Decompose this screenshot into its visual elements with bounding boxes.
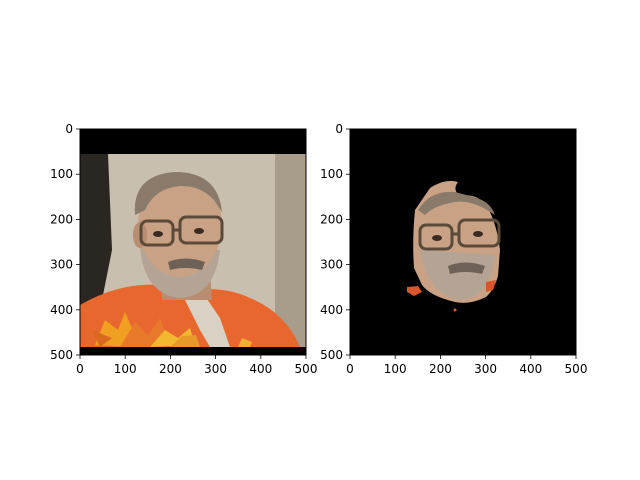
left-x-tick-label: 0 (76, 362, 84, 376)
autumn-leaves-decoration (92, 312, 252, 352)
right-y-tick-label: 300 (320, 258, 343, 272)
left-y-tick-label: 500 (50, 348, 73, 362)
left-y-tick-label: 100 (50, 167, 73, 181)
left-x-tick-label: 400 (249, 362, 272, 376)
left-y-tick-label: 300 (50, 258, 73, 272)
right-x-tick-label: 0 (346, 362, 354, 376)
left-axes-frame (79, 128, 307, 356)
right-x-tick-label: 300 (474, 362, 497, 376)
right-y-tick-label: 400 (320, 303, 343, 317)
left-y-tick-label: 0 (65, 122, 73, 136)
left-y-tick-label: 200 (50, 212, 73, 226)
right-y-tick-label: 200 (320, 212, 343, 226)
right-x-tick-label: 200 (429, 362, 452, 376)
right-y-tick-label: 0 (335, 122, 343, 136)
left-x-tick-label: 200 (159, 362, 182, 376)
left-x-tick-label: 100 (114, 362, 137, 376)
right-x-tick-label: 100 (384, 362, 407, 376)
right-segmented-photo (350, 129, 576, 355)
right-y-tick-label: 500 (320, 348, 343, 362)
right-axes-frame (349, 128, 577, 356)
left-photo (80, 129, 306, 355)
right-x-tick-label: 500 (565, 362, 588, 376)
left-x-tick-label: 300 (204, 362, 227, 376)
left-y-tick-label: 400 (50, 303, 73, 317)
left-x-tick-label: 500 (295, 362, 318, 376)
right-y-tick-label: 100 (320, 167, 343, 181)
right-x-tick-label: 400 (519, 362, 542, 376)
